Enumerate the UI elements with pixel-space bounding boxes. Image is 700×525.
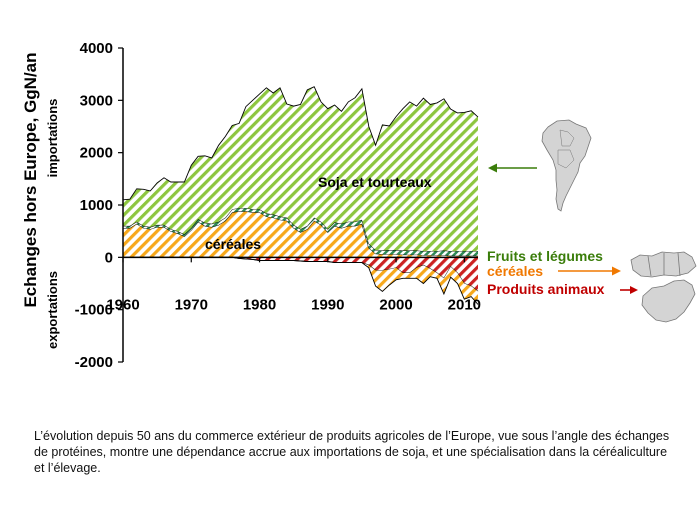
south-america-map (541, 119, 592, 212)
mediterranean-map (630, 251, 697, 278)
caption: L’évolution depuis 50 ans du commerce ex… (34, 429, 670, 475)
y-tick-label: -1000 (75, 302, 113, 319)
annotation-cereales: céréales (205, 236, 261, 252)
area-outline-soja-import (122, 86, 479, 201)
chart-areas (122, 86, 479, 305)
area-fruits-import (123, 208, 478, 256)
legend-animaux: Produits animaux (487, 281, 605, 297)
y-axis-label-importations: importations (45, 99, 60, 178)
y-tick-label: 4000 (80, 40, 113, 57)
legend-fruits: Fruits et légumes (487, 248, 603, 264)
x-tick-label: 1990 (311, 296, 344, 313)
y-tick-label: 1000 (80, 197, 113, 214)
annotation-soja: Soja et tourteaux (318, 174, 432, 190)
arrow-cereales (558, 266, 621, 276)
arrow-soja (488, 163, 537, 173)
x-tick-label: 2010 (448, 296, 481, 313)
axis-ticks: -2000 -1000 0 1000 2000 3000 4000 1960 1970 1980 1… (75, 40, 481, 371)
x-tick-label: 2000 (379, 296, 412, 313)
y-tick-label: 0 (105, 249, 113, 266)
china-map (641, 279, 696, 323)
y-tick-label: -2000 (75, 354, 113, 371)
area-animaux-export (123, 257, 478, 292)
y-tick-label: 3000 (80, 92, 113, 109)
area-cereales-import (123, 211, 478, 258)
y-axis-label: Echanges hors Europe, GgN/an (21, 52, 40, 307)
x-tick-label: 1970 (175, 296, 208, 313)
legend-cereales: céréales (487, 263, 543, 279)
y-tick-label: 2000 (80, 145, 113, 162)
arrow-animaux (620, 286, 638, 294)
x-tick-label: 1960 (106, 296, 139, 313)
y-axis-label-exportations: exportations (45, 271, 60, 349)
area-soja-import (123, 86, 478, 252)
x-tick-label: 1980 (243, 296, 276, 313)
